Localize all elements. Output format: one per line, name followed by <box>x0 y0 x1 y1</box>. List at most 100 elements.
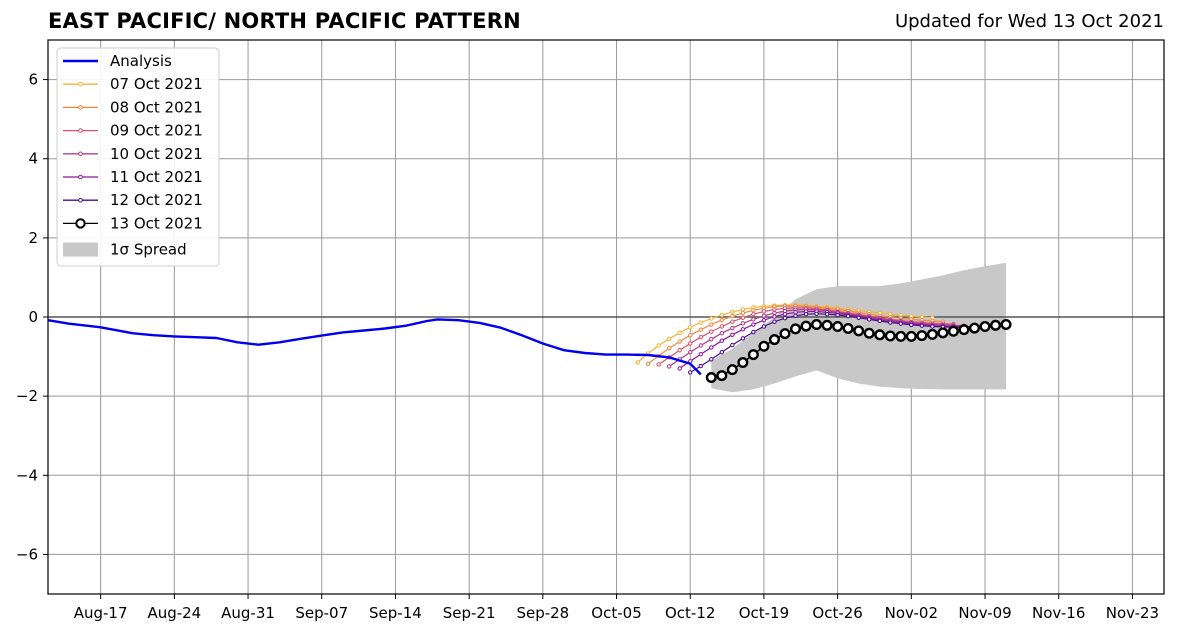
updated-label: Updated for Wed 13 Oct 2021 <box>894 11 1164 32</box>
series-point <box>635 360 640 365</box>
series-point <box>677 348 682 353</box>
series-point <box>730 319 735 324</box>
series-point <box>698 343 703 348</box>
series-point <box>666 346 672 351</box>
legend-label: Analysis <box>110 52 172 70</box>
series-point <box>926 328 938 340</box>
legend-marker <box>78 174 83 180</box>
legend-label: 08 Oct 2021 <box>110 98 203 116</box>
series-point <box>824 312 830 317</box>
series-point <box>751 312 756 317</box>
series-point <box>761 309 767 314</box>
series-point <box>677 366 682 371</box>
legend-label: 13 Oct 2021 <box>110 214 203 232</box>
series-point <box>790 323 802 335</box>
series-point <box>772 310 777 316</box>
y-axis: −6 −4 −2 0 2 4 6 <box>16 71 48 563</box>
legend-item: 11 Oct 2021 <box>63 168 203 186</box>
series-point <box>740 315 746 320</box>
legend-label: 09 Oct 2021 <box>110 122 203 140</box>
series-point <box>947 325 959 337</box>
series-point <box>979 320 991 332</box>
x-tick-label: Oct-19 <box>739 604 789 622</box>
series-point <box>958 324 970 336</box>
series-point <box>688 350 693 355</box>
series-point <box>930 324 935 329</box>
series-point <box>688 325 693 330</box>
legend-item: 08 Oct 2021 <box>63 98 203 116</box>
series-point <box>740 321 746 326</box>
series-point <box>782 315 788 321</box>
x-tick-label: Aug-24 <box>147 604 201 622</box>
series-point <box>853 325 865 337</box>
series-point <box>698 320 703 325</box>
legend[interactable]: Analysis 07 Oct 2021 08 Oct 2021 09 Oct 202… <box>56 47 220 267</box>
x-tick-label: Nov-23 <box>1106 604 1159 622</box>
series-point <box>730 332 735 338</box>
y-tick-label: −4 <box>16 466 38 484</box>
series-point <box>740 310 746 316</box>
series-point <box>698 327 703 332</box>
series-point <box>751 308 756 313</box>
series-point <box>758 340 770 352</box>
series-point <box>874 329 886 341</box>
series-point <box>761 317 767 323</box>
legend-label: 10 Oct 2021 <box>110 145 203 163</box>
series-point <box>688 370 693 375</box>
series-point <box>793 310 798 315</box>
y-tick-label: −2 <box>16 387 38 405</box>
series-point <box>747 349 759 361</box>
series-point <box>772 319 777 324</box>
series-point <box>737 357 749 369</box>
legend-label: 07 Oct 2021 <box>110 75 203 93</box>
legend-marker <box>78 128 83 133</box>
series-point <box>968 322 980 334</box>
series-point <box>772 314 777 319</box>
x-axis: Aug-17 Aug-24 Aug-31 Sep-07 Sep-14 Sep-21 Sep-… <box>74 594 1159 622</box>
series-point <box>751 322 756 327</box>
series-point <box>811 319 823 331</box>
series-point <box>698 334 703 340</box>
series-point <box>709 336 714 342</box>
legend-marker <box>78 105 83 110</box>
analysis-series <box>47 318 702 376</box>
y-tick-label: 4 <box>28 150 38 168</box>
series-point <box>867 317 872 322</box>
series-point <box>768 334 780 346</box>
series-point <box>856 315 861 320</box>
series-point <box>709 316 714 321</box>
series-point <box>909 322 914 328</box>
series-point <box>709 322 714 327</box>
series-point <box>716 370 728 382</box>
series-point <box>1000 319 1012 331</box>
series-point <box>916 330 928 342</box>
x-tick-label: Nov-09 <box>958 604 1011 622</box>
series-point <box>688 341 693 346</box>
x-tick-label: Sep-14 <box>369 604 422 622</box>
series-point <box>842 322 854 334</box>
series-point <box>884 330 896 342</box>
y-tick-label: −6 <box>16 545 38 563</box>
x-tick-label: Sep-28 <box>516 604 569 622</box>
y-tick-label: 6 <box>28 71 38 89</box>
series-point <box>677 330 682 336</box>
chart-title: EAST PACIFIC/ NORTH PACIFIC PATTERN <box>48 9 521 33</box>
series-13-oct-2021 <box>705 319 1012 384</box>
series-point <box>877 318 882 324</box>
series-point <box>740 307 746 312</box>
legend-swatch <box>63 242 98 257</box>
series-point <box>730 342 735 348</box>
series-point <box>751 317 756 322</box>
legend-item: 10 Oct 2021 <box>63 145 203 163</box>
legend-marker <box>75 218 86 229</box>
legend-item: 13 Oct 2021 <box>63 214 203 232</box>
series-point <box>845 314 851 319</box>
series-point <box>793 313 798 319</box>
series-point <box>863 327 875 339</box>
series-point <box>645 361 651 366</box>
series-point <box>821 319 833 331</box>
x-tick-label: Sep-07 <box>295 604 348 622</box>
legend-box <box>56 47 220 267</box>
series-point <box>730 309 735 315</box>
